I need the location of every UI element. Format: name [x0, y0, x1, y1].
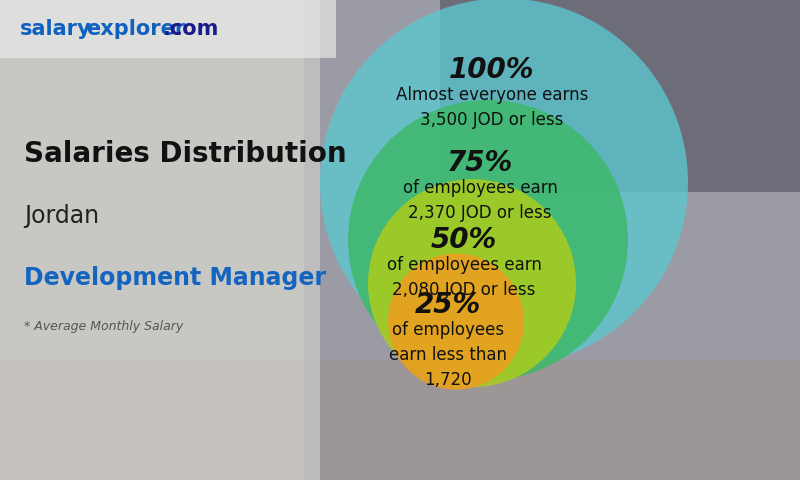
Text: explorer: explorer: [86, 19, 186, 39]
Text: Almost everyone earns: Almost everyone earns: [396, 85, 588, 104]
Text: of employees earn: of employees earn: [386, 256, 542, 274]
Ellipse shape: [320, 0, 688, 366]
Ellipse shape: [368, 179, 576, 387]
Bar: [0, 0, 336, 58]
Text: of employees: of employees: [392, 321, 504, 339]
Text: 1,720: 1,720: [424, 371, 472, 389]
Text: 25%: 25%: [415, 291, 481, 319]
Bar: [0, 360, 800, 480]
Text: Development Manager: Development Manager: [24, 266, 326, 290]
Text: salary: salary: [20, 19, 92, 39]
Bar: [304, 0, 800, 480]
Bar: [440, 0, 800, 192]
Text: 50%: 50%: [431, 226, 497, 254]
Ellipse shape: [348, 100, 628, 380]
Text: Salaries Distribution: Salaries Distribution: [24, 140, 346, 168]
Text: of employees earn: of employees earn: [402, 179, 558, 197]
Text: 2,080 JOD or less: 2,080 JOD or less: [392, 281, 536, 299]
Text: Jordan: Jordan: [24, 204, 99, 228]
Text: * Average Monthly Salary: * Average Monthly Salary: [24, 320, 183, 333]
Text: 100%: 100%: [450, 56, 534, 84]
Ellipse shape: [388, 253, 524, 390]
Text: 3,500 JOD or less: 3,500 JOD or less: [420, 110, 564, 129]
Text: 75%: 75%: [447, 149, 513, 177]
Text: 2,370 JOD or less: 2,370 JOD or less: [408, 204, 552, 222]
Bar: [0, 0, 320, 480]
Text: .com: .com: [163, 19, 219, 39]
Text: earn less than: earn less than: [389, 346, 507, 364]
